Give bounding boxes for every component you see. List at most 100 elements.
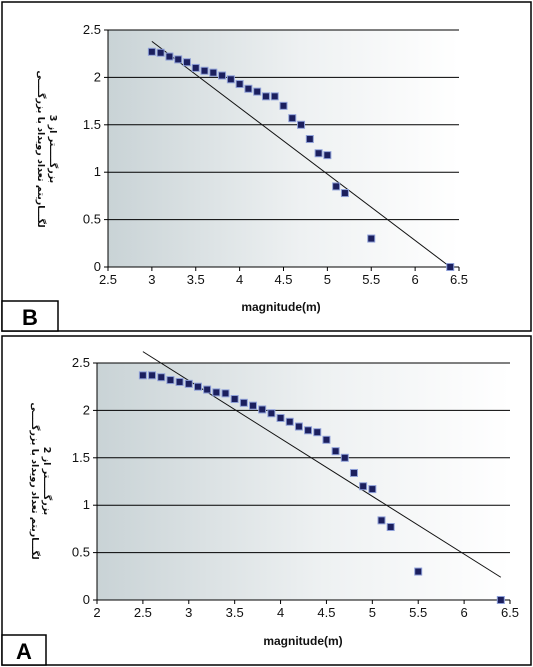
data-point-a: [349, 468, 358, 477]
data-point-b: [235, 80, 244, 89]
x-tick-label-a: 3.5: [226, 605, 244, 620]
y-tick-label-a: 2: [83, 402, 90, 417]
data-point-b: [314, 149, 323, 158]
data-point-b: [323, 151, 332, 160]
y-tick-label-a: 2.5: [72, 355, 90, 370]
y-tick-label-a: 1: [83, 497, 90, 512]
data-point-a: [285, 417, 294, 426]
data-point-b: [174, 55, 183, 64]
data-point-a: [157, 373, 166, 382]
data-point-b: [191, 63, 200, 72]
y-tick-label-b: 2.5: [83, 22, 101, 37]
y-axis-label-a-line1: لگـــاریتم تعداد رویداد با بزرگــــی: [29, 402, 41, 559]
data-point-a: [322, 435, 331, 444]
data-point-a: [386, 523, 395, 532]
x-tick-label-a: 2: [93, 605, 100, 620]
data-point-b: [305, 135, 314, 144]
x-tick-label-a: 3: [185, 605, 192, 620]
data-point-a: [193, 382, 202, 391]
data-point-a: [148, 371, 157, 380]
panel-b-label: B: [22, 305, 38, 330]
panel-a-label: A: [16, 639, 32, 664]
data-point-b: [209, 68, 218, 77]
data-point-b: [182, 58, 191, 67]
x-tick-label-b: 6.5: [450, 272, 468, 287]
x-tick-label-a: 6.5: [501, 605, 519, 620]
data-point-b: [218, 71, 227, 80]
data-point-b: [244, 84, 253, 93]
y-tick-label-b: 1.5: [83, 117, 101, 132]
plot-area-b: [108, 30, 459, 267]
y-tick-label-a: 0.5: [72, 545, 90, 560]
y-ticks-a: 0 0.5 1 1.5 2 2.5: [72, 355, 97, 607]
panel-b: 0 0.5 1 1.5 2 2.5 2.5 3 3.5 4 4.5 5 5.5 6 6.5 magnitu…: [1, 22, 468, 332]
data-point-a: [230, 395, 239, 404]
fit-line-b: [151, 40, 451, 268]
data-point-a: [414, 567, 423, 576]
data-point-a: [304, 426, 313, 435]
x-tick-label-b: 3: [148, 272, 155, 287]
data-point-a: [496, 596, 505, 604]
x-tick-label-b: 4: [236, 272, 243, 287]
y-tick-label-b: 2: [94, 69, 101, 84]
data-point-a: [340, 453, 349, 462]
x-tick-label-b: 2.5: [99, 272, 117, 287]
y-tick-label-b: 0: [94, 259, 101, 274]
grid-b: [107, 29, 459, 268]
x-tick-label-a: 6: [460, 605, 467, 620]
x-tick-label-a: 5.5: [409, 605, 427, 620]
data-point-b: [200, 66, 209, 75]
data-point-a: [331, 447, 340, 456]
data-point-a: [175, 377, 184, 386]
y-axis-label-a: لگـــاریتم تعداد رویداد با بزرگــــی بزر…: [29, 402, 53, 559]
data-point-b: [279, 101, 288, 110]
x-tick-label-b: 6: [412, 272, 419, 287]
data-point-a: [313, 428, 322, 437]
panel-a: 0 0.5 1 1.5 2 2.5 2 2.5 3 3.5 4 4.5 5 5.5 6 6.5 magnit…: [1, 351, 519, 666]
x-tick-label-a: 4.5: [317, 605, 335, 620]
x-tick-label-a: 2.5: [134, 605, 152, 620]
data-point-b: [288, 114, 297, 123]
y-tick-label-a: 1.5: [72, 450, 90, 465]
data-point-a: [166, 376, 175, 385]
y-tick-label-a: 0: [83, 592, 90, 607]
points-b: [147, 47, 455, 271]
data-point-b: [297, 120, 306, 129]
x-axis-label-b: magnitude(m): [241, 300, 320, 314]
x-axis-label-a: magnitude(m): [263, 634, 342, 648]
data-point-a: [377, 516, 386, 525]
data-point-b: [147, 47, 156, 56]
x-ticks-b: 2.5 3 3.5 4 4.5 5 5.5 6 6.5: [99, 267, 468, 287]
y-ticks-b: 0 0.5 1 1.5 2 2.5: [83, 22, 108, 274]
y-axis-label-b-line2: بزرگـــــتر از 3: [47, 115, 59, 183]
data-point-b: [226, 75, 235, 84]
data-point-b: [261, 92, 270, 101]
data-point-a: [294, 422, 303, 431]
plot-area-a: [97, 363, 510, 600]
y-tick-label-b: 0.5: [83, 212, 101, 227]
data-point-a: [249, 401, 258, 410]
data-point-a: [368, 485, 377, 494]
data-point-a: [267, 409, 276, 418]
y-axis-label-b: لگـــاریتم تعداد رویداد با بزرگــــی بزر…: [35, 70, 59, 227]
points-a: [138, 371, 505, 604]
data-point-b: [332, 182, 341, 191]
data-point-b: [165, 52, 174, 61]
data-point-a: [203, 385, 212, 394]
data-point-a: [359, 482, 368, 491]
data-point-a: [239, 398, 248, 407]
data-point-a: [184, 379, 193, 388]
y-axis-label-a-line2: بزرگـــــتر از 2: [41, 447, 53, 515]
x-tick-label-b: 5.5: [362, 272, 380, 287]
panel-b-label-box: [1, 300, 59, 332]
y-tick-label-b: 1: [94, 164, 101, 179]
data-point-b: [367, 234, 376, 243]
x-ticks-a: 2 2.5 3 3.5 4 4.5 5 5.5 6 6.5: [93, 600, 519, 620]
fit-line-a: [142, 351, 502, 578]
panel-a-label-box: [1, 634, 47, 666]
data-point-a: [258, 405, 267, 414]
data-point-a: [138, 371, 147, 380]
x-tick-label-b: 3.5: [187, 272, 205, 287]
grid-a: [96, 362, 510, 601]
